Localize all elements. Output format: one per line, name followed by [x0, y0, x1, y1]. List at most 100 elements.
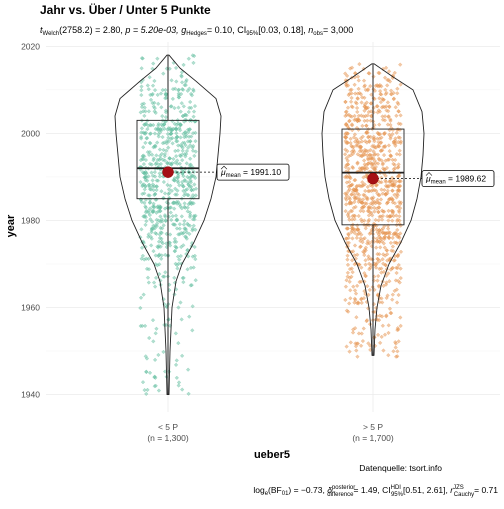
data-point [144, 256, 149, 261]
data-point [381, 348, 386, 353]
data-point [142, 105, 147, 110]
data-point [363, 258, 368, 263]
data-point [366, 134, 371, 139]
data-point [148, 141, 153, 146]
data-point [166, 145, 171, 150]
data-point [367, 188, 372, 194]
data-point [174, 239, 179, 244]
data-point [385, 188, 390, 193]
data-point [382, 105, 387, 110]
data-point [347, 195, 352, 200]
data-point [142, 323, 148, 329]
data-point [142, 387, 147, 393]
data-point [360, 149, 365, 155]
data-point [364, 105, 369, 110]
data-point [360, 197, 366, 202]
data-point [170, 141, 175, 146]
data-point [181, 62, 186, 68]
data-point [154, 160, 159, 166]
data-point [176, 105, 181, 110]
data-point [152, 88, 158, 93]
data-point [375, 161, 381, 166]
data-point [151, 201, 156, 206]
data-point [358, 92, 364, 97]
data-point [360, 338, 366, 344]
data-point [147, 149, 152, 155]
data-point [377, 230, 382, 235]
data-point [366, 341, 371, 346]
data-point [139, 227, 144, 232]
data-point [160, 241, 165, 246]
data-point [379, 105, 385, 110]
data-point [186, 109, 191, 115]
data-point [385, 157, 390, 162]
mean-markers: μmean = 1991.10 μmean = 1989.62 [162, 163, 495, 187]
data-point [180, 179, 185, 185]
data-point [140, 170, 145, 175]
data-point [372, 139, 377, 144]
data-point [175, 158, 180, 163]
y-tick-label: 1960 [21, 303, 40, 313]
data-point [352, 253, 357, 258]
x-tick-count: (n = 1,300) [147, 433, 189, 443]
y-tick-label: 2020 [21, 41, 40, 51]
data-point [181, 188, 186, 194]
data-point [383, 92, 388, 97]
data-point [163, 115, 169, 120]
data-point [346, 166, 351, 171]
data-point [181, 243, 186, 248]
data-point [180, 158, 185, 163]
data-point [395, 349, 400, 354]
data-point [350, 330, 356, 335]
data-point [347, 279, 352, 284]
jitter-points [137, 53, 404, 397]
data-point [363, 273, 368, 279]
data-point [382, 167, 387, 172]
data-point [353, 177, 358, 183]
data-point [354, 105, 360, 111]
data-point [186, 254, 191, 259]
data-point [390, 157, 395, 163]
data-point [140, 253, 145, 258]
data-point [375, 104, 380, 109]
data-point [393, 141, 398, 146]
data-point [162, 126, 167, 131]
data-point [344, 73, 350, 78]
data-point [165, 182, 170, 188]
data-point [345, 270, 350, 275]
data-point [355, 354, 360, 359]
data-point [350, 151, 356, 157]
data-point [394, 113, 399, 118]
data-point [347, 217, 352, 222]
data-point [169, 131, 174, 136]
data-point [387, 179, 392, 184]
data-point [149, 230, 154, 235]
data-point [180, 113, 185, 119]
data-point [383, 65, 389, 70]
data-point [374, 313, 380, 319]
data-point [379, 175, 384, 180]
data-point [352, 199, 357, 205]
data-point [369, 113, 374, 118]
data-point [354, 232, 360, 237]
data-point [362, 247, 368, 252]
data-point [167, 161, 172, 166]
data-point [154, 187, 159, 193]
data-point [179, 214, 184, 219]
data-point [155, 157, 160, 163]
data-point [386, 218, 391, 223]
data-point [352, 230, 357, 235]
data-point [377, 82, 383, 88]
data-point [388, 136, 393, 141]
data-point [376, 284, 382, 289]
data-point [379, 266, 384, 271]
data-point [159, 151, 164, 157]
data-point [346, 92, 351, 98]
data-point [345, 162, 350, 167]
data-point [158, 156, 163, 161]
data-point [382, 130, 388, 136]
data-point [359, 200, 365, 205]
data-point [185, 88, 190, 93]
data-point [176, 95, 181, 100]
